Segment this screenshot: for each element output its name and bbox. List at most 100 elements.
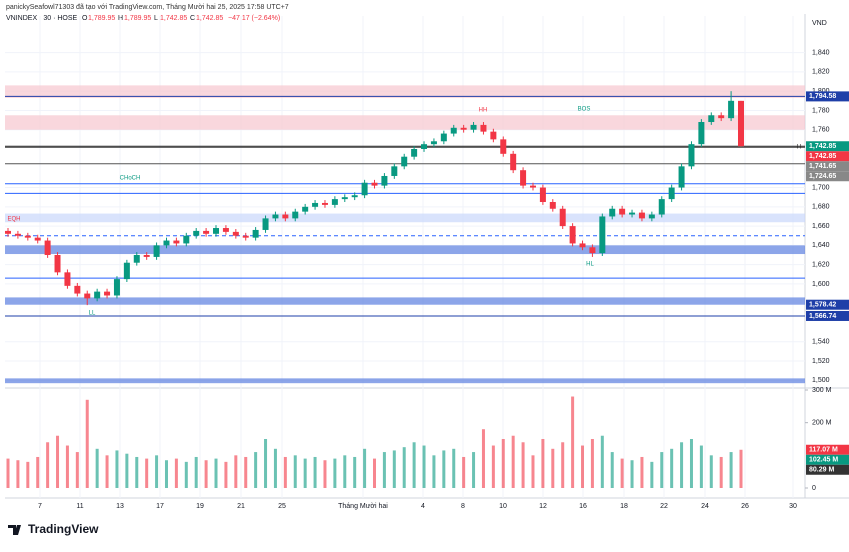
annotation: BOS xyxy=(578,107,591,113)
volume-bar xyxy=(135,456,139,488)
symbol: VNINDEX · 30 · HOSE xyxy=(6,15,78,22)
candle-body xyxy=(123,262,130,280)
candle-body xyxy=(638,212,645,219)
volume-bar xyxy=(541,439,545,488)
y-tick-label: 1,760 xyxy=(812,127,830,134)
volume-bar xyxy=(46,442,50,488)
volume-bar xyxy=(531,455,535,488)
volume-bar xyxy=(581,445,585,488)
candle-body xyxy=(153,245,160,257)
volume-bar xyxy=(244,456,248,488)
volume-bar xyxy=(323,460,327,488)
y-tick-label: 1,620 xyxy=(812,261,830,268)
volume-bar xyxy=(551,448,555,488)
volume-bar xyxy=(719,456,723,488)
price-tag xyxy=(806,299,849,310)
price-tag xyxy=(806,151,849,162)
candle-body xyxy=(539,187,546,202)
ohlc-value: 1,789.95 xyxy=(124,15,151,22)
volume-bar xyxy=(283,456,287,488)
ohlc-value: 1,742.85 xyxy=(196,15,223,22)
candle-body xyxy=(668,187,675,200)
volume-bar xyxy=(194,456,198,488)
price-tag-label: 1,742.85 xyxy=(809,153,836,160)
volume-bar xyxy=(204,460,208,488)
volume-bar xyxy=(709,455,713,488)
candle-body xyxy=(163,240,170,246)
candle-body xyxy=(470,124,477,130)
zone xyxy=(5,213,805,223)
candle-body xyxy=(688,144,695,167)
x-tick-label: 21 xyxy=(237,503,245,510)
x-tick-label: 30 xyxy=(789,503,797,510)
candle-body xyxy=(708,115,715,123)
candle-body xyxy=(500,139,507,154)
candle-body xyxy=(44,240,51,256)
volume-bar xyxy=(392,450,396,488)
candle-body xyxy=(14,233,21,236)
candle-body xyxy=(490,131,497,140)
annotation: H xyxy=(797,145,801,151)
candle-body xyxy=(629,212,636,215)
volume-bar xyxy=(481,429,485,488)
candle-body xyxy=(104,291,111,296)
volume-bar xyxy=(442,450,446,488)
volume-bar xyxy=(75,452,79,488)
volume-bar xyxy=(155,455,159,488)
volume-bar xyxy=(670,448,674,488)
volume-bar xyxy=(95,448,99,488)
volume-bar xyxy=(115,450,119,488)
candle-body xyxy=(54,255,61,273)
volume-bar xyxy=(224,461,228,488)
candle-body xyxy=(321,202,328,205)
candle-body xyxy=(371,182,378,186)
volume-bar xyxy=(264,439,268,488)
zone xyxy=(5,297,805,305)
volume-bar xyxy=(462,456,466,488)
candle-body xyxy=(619,208,626,215)
volume-bar xyxy=(600,435,604,488)
volume-bar xyxy=(184,461,188,488)
volume-bar xyxy=(85,399,89,488)
volume-bar xyxy=(16,460,20,488)
candle-body xyxy=(143,255,150,257)
candle-body xyxy=(599,216,606,254)
candle-body xyxy=(401,156,408,167)
x-tick-label: 13 xyxy=(116,503,124,510)
candle-body xyxy=(312,202,319,207)
x-tick-label: 24 xyxy=(701,503,709,510)
volume-bar xyxy=(412,442,416,488)
volume-bar xyxy=(65,445,69,488)
annotation: LL xyxy=(89,311,96,317)
candle-body xyxy=(94,291,101,299)
y-tick-label: 1,660 xyxy=(812,223,830,230)
volume-bar xyxy=(452,448,456,488)
volume-bar xyxy=(640,456,644,488)
candle-body xyxy=(520,170,527,186)
volume-bar xyxy=(511,435,515,488)
y-tick-label: 1,820 xyxy=(812,69,830,76)
candle-body xyxy=(381,175,388,186)
candle-body xyxy=(242,235,249,238)
price-tag xyxy=(806,310,849,321)
x-tick-label: 22 xyxy=(660,503,668,510)
volume-bar xyxy=(699,445,703,488)
annotation: CHoCH xyxy=(120,176,141,182)
price-tag xyxy=(806,91,849,102)
candle-body xyxy=(698,122,705,145)
candle-body xyxy=(411,148,418,157)
ohlc-key: O xyxy=(82,15,88,22)
candle-body xyxy=(64,272,71,286)
x-tick-label: 17 xyxy=(156,503,164,510)
volume-bar xyxy=(234,455,238,488)
volume-bar xyxy=(343,455,347,488)
volume-bar xyxy=(273,448,277,488)
candle-body xyxy=(480,124,487,132)
volume-bar xyxy=(363,448,367,488)
ohlc-value: 1,742.85 xyxy=(160,15,187,22)
candle-body xyxy=(232,231,239,236)
candle-body xyxy=(391,166,398,176)
volume-bar xyxy=(402,447,406,488)
zone xyxy=(5,245,805,255)
volume-bar xyxy=(561,442,565,488)
